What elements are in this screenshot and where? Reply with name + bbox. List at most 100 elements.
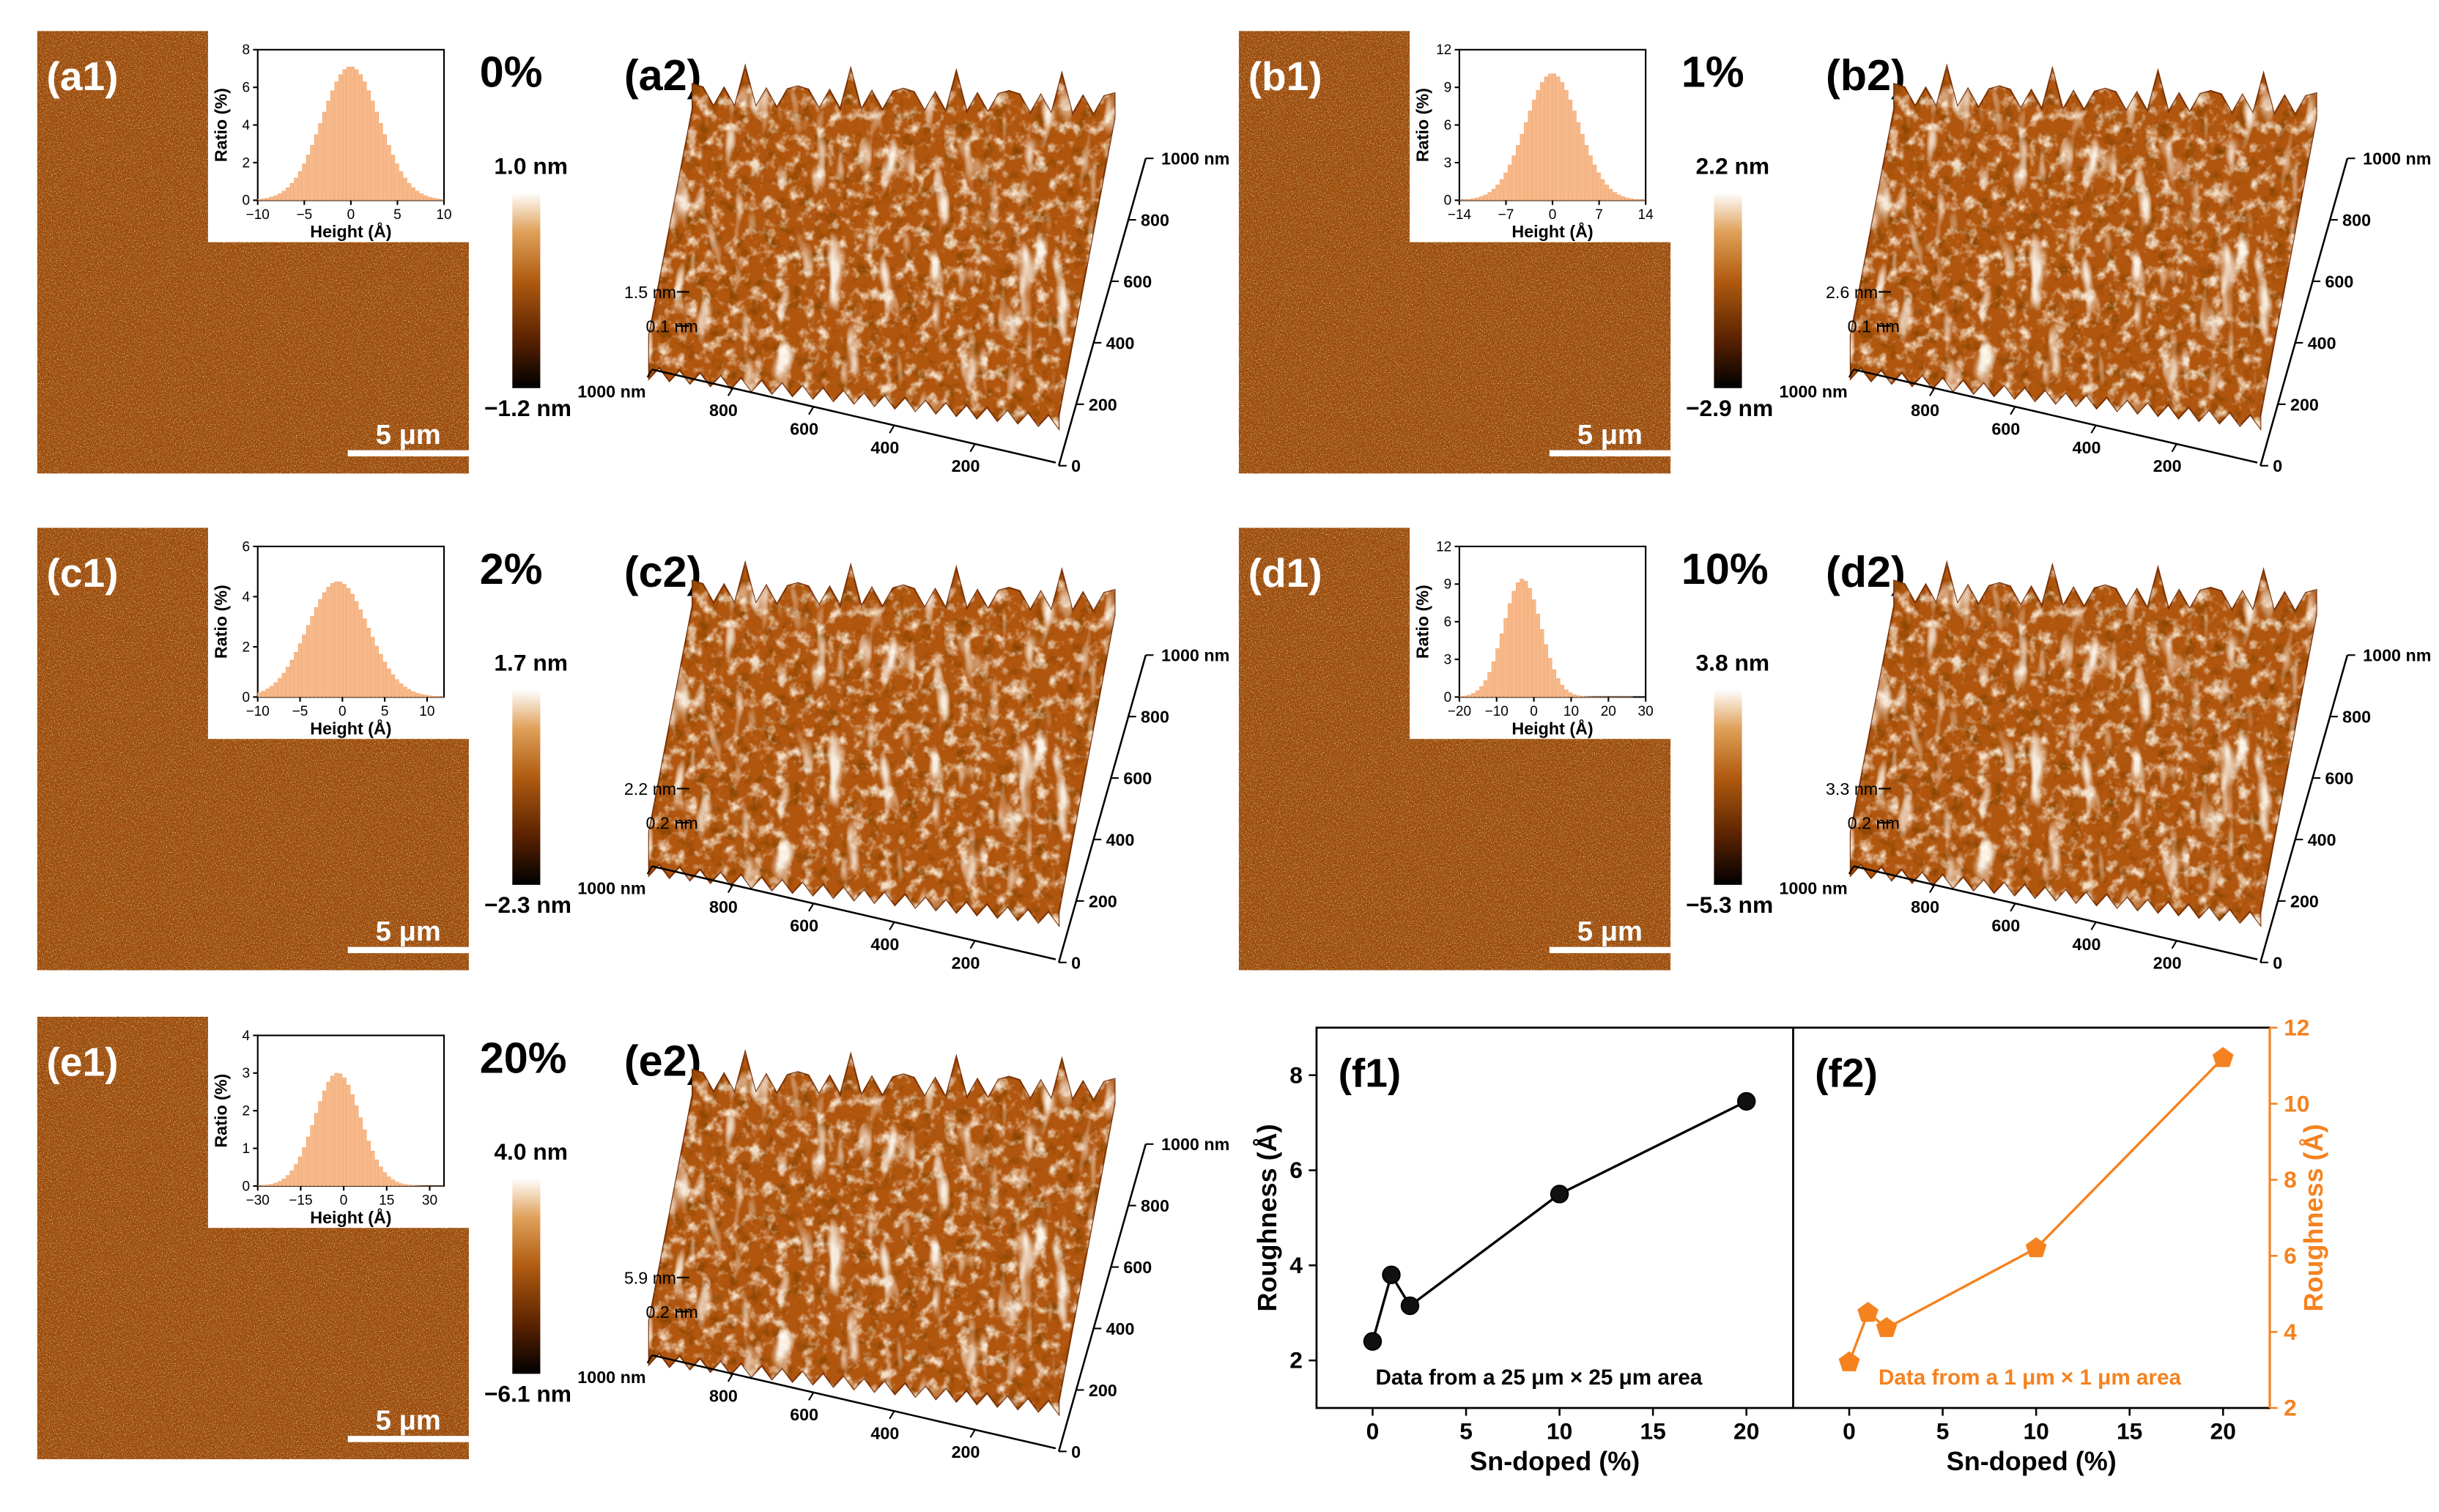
side-axis-line — [2260, 158, 2349, 467]
histogram-bar — [302, 634, 306, 697]
histogram-bar — [1576, 695, 1581, 697]
front-axis-tick-label: 600 — [790, 419, 818, 438]
z-axis-high-label: 2.2 nm — [624, 779, 676, 798]
scale-bar-label: 5 μm — [1577, 419, 1643, 451]
histogram-bar — [310, 615, 314, 697]
histogram-bar — [363, 1129, 367, 1187]
histogram-x-tick-label: 30 — [422, 1193, 437, 1208]
side-axis-line — [2260, 654, 2349, 963]
color-scale-min: −2.9 nm — [1686, 395, 1773, 421]
histogram-bar — [326, 100, 330, 201]
histogram-bar — [1479, 686, 1484, 697]
scale-bar-label: 5 μm — [376, 419, 441, 451]
front-axis-tick-label: 200 — [952, 953, 980, 972]
histogram-bar — [432, 198, 436, 201]
color-scale-bar — [512, 1178, 541, 1374]
histogram-bar — [411, 691, 415, 697]
histogram-x-tick-label: −7 — [1498, 207, 1514, 223]
front-axis-tick-label: 1000 nm — [577, 879, 645, 898]
afm-image-a1 — [37, 28, 473, 474]
scale-bar-label: 5 μm — [1577, 916, 1643, 947]
front-axis-tick-label: 1000 nm — [577, 1368, 645, 1387]
histogram-bar — [338, 582, 343, 697]
histogram-bar — [1540, 629, 1544, 697]
side-axis-line — [1057, 158, 1147, 467]
histogram-bar — [1568, 692, 1573, 697]
histogram-bar — [1548, 658, 1552, 697]
histogram-y-tick-label: 1 — [243, 1141, 251, 1157]
histogram-bar — [427, 196, 432, 201]
front-axis-line — [651, 865, 1056, 960]
histogram-bar — [270, 1184, 274, 1187]
histogram-bar — [326, 587, 330, 697]
side-axis-tick-label: 0 — [1071, 953, 1081, 972]
histogram-y-tick-label: 12 — [1436, 42, 1451, 58]
histogram-y-tick-label: 3 — [1444, 652, 1452, 667]
histogram-y-label: Ratio (%) — [211, 1074, 230, 1148]
side-axis-tick-label: 1000 nm — [1161, 149, 1229, 168]
histogram-bar — [1528, 111, 1532, 201]
histogram-bar — [257, 199, 262, 201]
front-axis-tick-label: 800 — [709, 897, 738, 916]
histogram-y-tick-label: 6 — [1444, 118, 1452, 133]
front-axis-tick — [2010, 903, 2016, 912]
z-axis-high-label: 5.9 nm — [624, 1268, 676, 1287]
panel-label: (a2) — [624, 51, 702, 100]
side-axis-tick-label: 800 — [2342, 211, 2371, 230]
histogram-bar — [310, 144, 314, 201]
histogram-bar — [355, 601, 359, 697]
side-axis-tick-label: 600 — [1123, 1258, 1152, 1277]
color-scale-bar — [1714, 689, 1742, 885]
z-axis-low-label: 0.2 nm — [646, 1302, 698, 1322]
afm-image-b1 — [1238, 28, 1674, 474]
color-scale-min: −1.2 nm — [484, 395, 571, 421]
histogram-bar — [1601, 179, 1605, 201]
front-axis-line — [651, 368, 1056, 464]
front-axis-line — [651, 1354, 1056, 1450]
histogram-bar — [265, 198, 270, 201]
histogram-bar — [387, 1176, 391, 1187]
histogram-y-tick-label: 0 — [1444, 690, 1452, 705]
side-axis-tick-label: 600 — [2325, 769, 2353, 788]
color-scale-min: −6.1 nm — [484, 1381, 571, 1407]
histogram-bar — [358, 1117, 363, 1187]
front-axis-tick-label: 600 — [790, 916, 818, 935]
histogram-bar — [366, 90, 371, 201]
histogram-bar — [306, 1136, 311, 1187]
histogram-y-tick-label: 2 — [243, 640, 251, 655]
panel-label: (d1) — [1248, 550, 1322, 596]
front-axis-tick-label: 200 — [952, 456, 980, 475]
histogram-bar — [403, 1184, 407, 1187]
y-tick-label: 2 — [2284, 1395, 2297, 1421]
front-axis-tick — [1929, 388, 1936, 396]
side-axis-tick-label: 200 — [1089, 395, 1117, 414]
scale-bar-label: 5 μm — [376, 1405, 441, 1437]
panel-c: (c1) 5 μm −10 −5 0 5 10 0 2 4 6 Height (Å) Ratio (%)… — [37, 525, 1229, 972]
y-tick-label: 4 — [1289, 1252, 1303, 1278]
histogram-bar — [330, 90, 335, 201]
histogram-bar — [1588, 155, 1593, 201]
histogram-bar — [1524, 580, 1528, 697]
panel-label: (a1) — [47, 53, 119, 99]
histogram-bar — [297, 1156, 303, 1187]
histogram-bar — [1596, 172, 1601, 201]
histogram-bar — [257, 692, 262, 697]
scale-bar — [347, 1436, 469, 1442]
histogram-bar — [310, 1124, 314, 1187]
histogram-y-tick-label: 9 — [1444, 577, 1452, 593]
histogram-x-tick-label: −10 — [246, 704, 270, 719]
histogram-bar — [391, 1179, 396, 1187]
front-axis-tick — [646, 368, 653, 378]
panel-label: (c2) — [624, 547, 702, 596]
histogram-bar — [1621, 196, 1626, 201]
z-axis-low-label: 0.2 nm — [1848, 814, 1900, 833]
histogram-y-label: Ratio (%) — [1413, 585, 1432, 659]
front-axis-tick — [1929, 884, 1936, 894]
scale-bar — [1549, 946, 1671, 954]
histogram-x-tick-label: 0 — [1549, 207, 1557, 223]
doping-label: 20% — [480, 1033, 567, 1082]
histogram-bar — [294, 177, 298, 201]
histogram-bar — [1511, 590, 1516, 697]
front-axis-tick-label: 1000 nm — [577, 382, 645, 401]
